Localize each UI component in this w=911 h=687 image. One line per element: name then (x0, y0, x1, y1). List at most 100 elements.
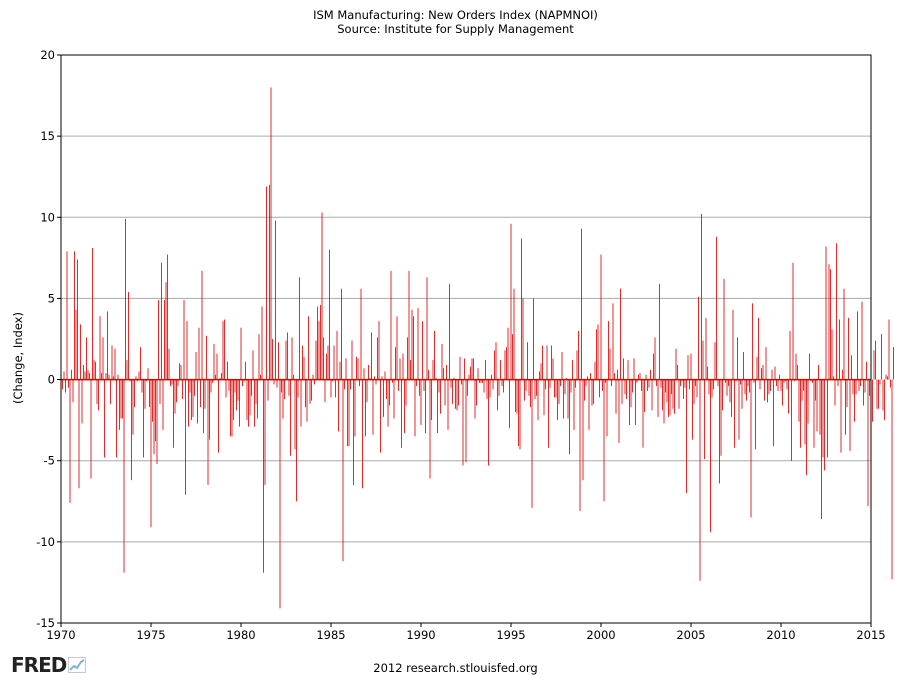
bar (872, 379, 873, 422)
bar (83, 364, 84, 380)
bar (155, 379, 156, 442)
y-tick-label: 20 (40, 48, 55, 62)
bar (372, 379, 374, 435)
y-tick-label: 15 (40, 129, 55, 143)
bar (252, 350, 254, 380)
bar (791, 379, 792, 461)
bar (542, 345, 543, 380)
bar (875, 340, 876, 380)
bar (632, 379, 633, 393)
bar (96, 379, 98, 404)
fred-chart-icon (68, 657, 87, 673)
bar (351, 340, 353, 380)
bar (815, 379, 816, 401)
bar (714, 342, 716, 380)
bar (396, 316, 398, 380)
bar (609, 348, 611, 380)
bar (516, 379, 518, 414)
bar (377, 337, 378, 380)
bar (143, 379, 144, 458)
chart-subtitle: Source: Institute for Supply Management (337, 22, 574, 36)
bar (249, 379, 251, 416)
bar (602, 379, 603, 391)
bar (650, 369, 651, 380)
bar (702, 340, 704, 380)
bar (863, 379, 864, 406)
bar (99, 316, 101, 380)
bar (498, 379, 500, 396)
bar (846, 379, 848, 408)
bar (216, 353, 218, 380)
bar (369, 377, 371, 380)
bar (171, 379, 173, 385)
bar (623, 358, 624, 380)
bar (471, 358, 473, 380)
bar (78, 379, 80, 489)
bar (174, 379, 176, 414)
bar (141, 379, 143, 393)
plot-border (60, 54, 872, 624)
bar (629, 379, 630, 426)
bar (831, 329, 833, 380)
bar (302, 345, 303, 380)
bar (290, 379, 291, 456)
bar (344, 379, 345, 390)
bar (797, 364, 798, 380)
bar (680, 379, 681, 387)
bar (138, 371, 140, 380)
bar (405, 379, 407, 406)
bar (704, 379, 705, 460)
bar (885, 374, 887, 380)
bar (273, 379, 275, 385)
bar (395, 347, 396, 380)
bar (690, 353, 692, 380)
bar (806, 379, 807, 476)
bar (749, 379, 750, 393)
bar (707, 366, 708, 380)
bar (876, 379, 878, 409)
bar (666, 379, 668, 403)
bar (759, 379, 761, 390)
bar (135, 376, 137, 380)
bar (719, 379, 720, 484)
bar (813, 379, 815, 448)
bar (195, 351, 197, 380)
bar (197, 379, 198, 424)
bar (732, 309, 734, 380)
bar (446, 364, 447, 380)
bar (170, 379, 171, 387)
bar (638, 374, 639, 380)
x-tick-label: 2010 (766, 628, 795, 642)
bar (264, 379, 266, 486)
bar (761, 368, 762, 380)
y-axis-label: (Change, Index) (11, 312, 25, 404)
bar (374, 376, 375, 380)
bar (858, 379, 860, 391)
bar (366, 379, 368, 403)
bar (557, 379, 558, 421)
bar (767, 379, 768, 403)
bar (753, 379, 755, 383)
x-tick-label: 1970 (46, 628, 75, 642)
bar (782, 379, 783, 406)
bar (503, 379, 504, 393)
bar (840, 379, 842, 453)
bar (827, 379, 828, 458)
bar (179, 363, 180, 380)
bar (675, 348, 677, 380)
bar (695, 379, 696, 387)
bar (536, 379, 537, 396)
bar (825, 246, 827, 380)
bar (891, 379, 893, 580)
bar (699, 379, 701, 581)
bar (624, 379, 626, 395)
bar (324, 379, 326, 403)
bar (857, 311, 858, 380)
bar (131, 379, 132, 481)
bar (365, 379, 366, 437)
bar (140, 347, 141, 380)
bar (636, 379, 638, 383)
bar (116, 379, 117, 458)
bar (209, 379, 210, 440)
